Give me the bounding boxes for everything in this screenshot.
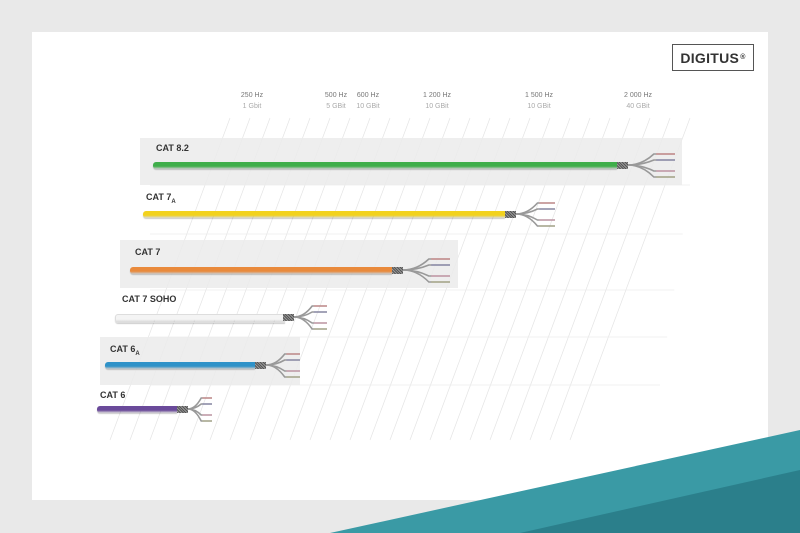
cable-jacket (153, 162, 617, 169)
cable-label: CAT 7 SOHO (122, 294, 177, 304)
data-rate: 10 GBit (425, 103, 449, 110)
twisted-pair-wires (403, 258, 450, 283)
frequency-label: 250 Hz 1 Gbit (222, 90, 282, 112)
cable-label: CAT 7 (135, 247, 161, 257)
cable-shield (505, 211, 516, 218)
cable-label: CAT 8.2 (156, 143, 189, 153)
frequency-label: 600 Hz 10 GBit (338, 90, 398, 112)
cable-shield (255, 362, 266, 369)
data-rate: 1 Gbit (242, 103, 262, 110)
cable-label: CAT 7A (146, 192, 176, 205)
cable-shield (392, 267, 403, 274)
frequency-hz: 1 500 Hz (524, 92, 554, 99)
twisted-pair-wires (294, 305, 327, 330)
frequency-label: 2 000 Hz 40 GBit (608, 90, 668, 112)
cable-shield (283, 314, 294, 321)
cable-label: CAT 6A (110, 344, 140, 357)
frequency-hz: 2 000 Hz (623, 92, 653, 99)
cable-shield (177, 406, 188, 413)
highlight-band (140, 138, 682, 185)
cable-label: CAT 6 (100, 390, 126, 400)
frequency-hz: 1 200 Hz (422, 92, 452, 99)
cable-jacket (105, 362, 255, 369)
frequency-hz: 250 Hz (240, 92, 264, 99)
frequency-label: 1 500 Hz 10 GBit (509, 90, 569, 112)
highlight-band (100, 337, 300, 385)
data-rate: 5 GBit (326, 103, 346, 110)
data-rate: 10 GBit (527, 103, 551, 110)
cable-jacket (130, 267, 392, 274)
frequency-label: 500 Hz 5 GBit (306, 90, 366, 112)
twisted-pair-wires (628, 153, 675, 178)
cable-jacket (143, 211, 505, 218)
frequency-label: 1 200 Hz 10 GBit (407, 90, 467, 112)
cable-jacket (97, 406, 177, 413)
data-rate: 10 GBit (356, 103, 380, 110)
frequency-hz: 600 Hz (356, 92, 380, 99)
digitus-logo: DIGITUS ® (672, 44, 754, 71)
twisted-pair-wires (188, 397, 212, 422)
highlight-band (120, 240, 458, 288)
twisted-pair-wires (266, 353, 300, 378)
data-rate: 40 GBit (626, 103, 650, 110)
cable-jacket (115, 314, 285, 323)
cable-shield (617, 162, 628, 169)
frequency-hz: 500 Hz (324, 92, 348, 99)
twisted-pair-wires (516, 202, 555, 227)
